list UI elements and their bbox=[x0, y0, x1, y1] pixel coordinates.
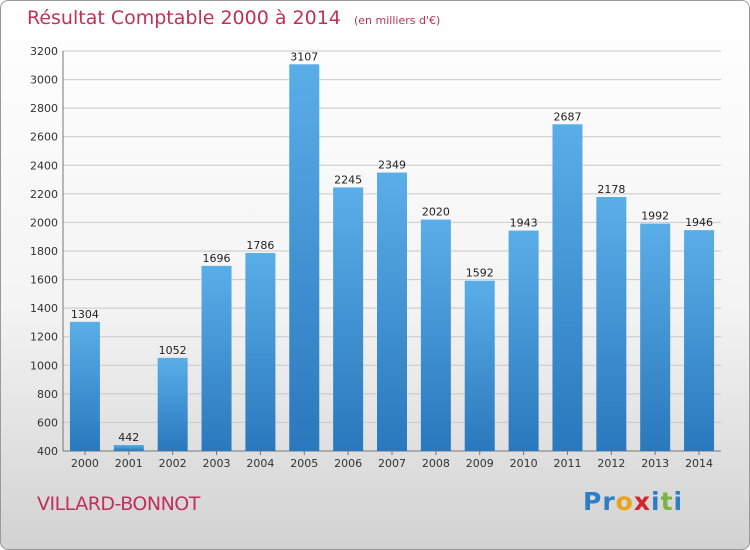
data-label: 1304 bbox=[71, 308, 99, 321]
x-tick-label: 2004 bbox=[246, 457, 274, 470]
logo-letter: o bbox=[615, 487, 634, 516]
y-tick-label: 1600 bbox=[30, 274, 58, 287]
y-tick-label: 1200 bbox=[30, 331, 58, 344]
bars bbox=[69, 64, 715, 452]
y-tick-label: 2400 bbox=[30, 159, 58, 172]
y-tick-label: 3200 bbox=[30, 45, 58, 58]
x-tick-label: 2010 bbox=[510, 457, 538, 470]
x-tick-label: 2005 bbox=[290, 457, 318, 470]
data-label: 2020 bbox=[422, 206, 450, 219]
logo-letter: i bbox=[651, 487, 661, 516]
y-tick-label: 1000 bbox=[30, 359, 58, 372]
x-tick-label: 2008 bbox=[422, 457, 450, 470]
data-label: 1992 bbox=[641, 210, 669, 223]
y-tick-label: 2200 bbox=[30, 188, 58, 201]
bar bbox=[69, 321, 100, 451]
x-tick-label: 2007 bbox=[378, 457, 406, 470]
data-label: 1696 bbox=[203, 252, 231, 265]
x-tick-label: 2009 bbox=[466, 457, 494, 470]
data-label: 2687 bbox=[553, 110, 581, 123]
chart-title-block: Résultat Comptable 2000 à 2014 (en milli… bbox=[27, 7, 440, 29]
y-tick-label: 600 bbox=[37, 416, 58, 429]
y-tick-label: 2800 bbox=[30, 102, 58, 115]
y-tick-label: 1800 bbox=[30, 245, 58, 258]
city-name: VILLARD-BONNOT bbox=[37, 493, 200, 515]
chart-title: Résultat Comptable 2000 à 2014 bbox=[27, 7, 341, 29]
data-label: 442 bbox=[118, 431, 139, 444]
x-tick-label: 2012 bbox=[597, 457, 625, 470]
logo-letter: P bbox=[583, 487, 603, 516]
bar bbox=[420, 219, 451, 451]
bar bbox=[289, 64, 320, 452]
x-tick-label: 2000 bbox=[71, 457, 99, 470]
logo-letter: x bbox=[633, 487, 651, 516]
x-tick-label: 2001 bbox=[115, 457, 143, 470]
x-tick-label: 2003 bbox=[203, 457, 231, 470]
x-tick-label: 2002 bbox=[159, 457, 187, 470]
bar bbox=[508, 230, 539, 451]
x-tick-label: 2014 bbox=[685, 457, 713, 470]
data-label: 2349 bbox=[378, 159, 406, 172]
proxiti-logo: Proxiti bbox=[583, 487, 683, 516]
bar bbox=[640, 223, 671, 451]
y-tick-label: 1400 bbox=[30, 302, 58, 315]
y-tick-label: 2000 bbox=[30, 216, 58, 229]
bar bbox=[245, 253, 276, 451]
logo-letter: r bbox=[602, 487, 616, 516]
data-label: 3107 bbox=[290, 50, 318, 63]
data-labels: 1304 442 1052 1696 1786 3107 2245 2349 2020 1592 1… bbox=[71, 50, 713, 444]
data-label: 1052 bbox=[159, 344, 187, 357]
y-tick-label: 800 bbox=[37, 388, 58, 401]
bar bbox=[377, 172, 407, 452]
bar bbox=[464, 280, 495, 451]
bar bbox=[113, 445, 144, 451]
bar bbox=[157, 357, 188, 451]
data-label: 1592 bbox=[466, 267, 494, 280]
data-label: 1946 bbox=[685, 216, 713, 229]
bar bbox=[596, 197, 627, 451]
x-tick-label: 2011 bbox=[553, 457, 581, 470]
data-label: 2178 bbox=[597, 183, 625, 196]
data-label: 1943 bbox=[510, 217, 538, 230]
logo-letter: t bbox=[660, 487, 674, 516]
y-tick-label: 400 bbox=[37, 445, 58, 458]
bar bbox=[684, 230, 715, 451]
data-label: 1786 bbox=[246, 239, 274, 252]
chart-unit: (en milliers d'€) bbox=[353, 14, 441, 27]
data-label: 2245 bbox=[334, 173, 362, 186]
y-tick-label: 2600 bbox=[30, 131, 58, 144]
bar bbox=[201, 265, 232, 451]
x-tick-label: 2013 bbox=[641, 457, 669, 470]
bar bbox=[552, 124, 583, 452]
logo-letter: i bbox=[673, 487, 684, 516]
bar bbox=[333, 187, 364, 451]
y-tick-label: 3000 bbox=[30, 74, 58, 87]
x-tick-label: 2006 bbox=[334, 457, 362, 470]
